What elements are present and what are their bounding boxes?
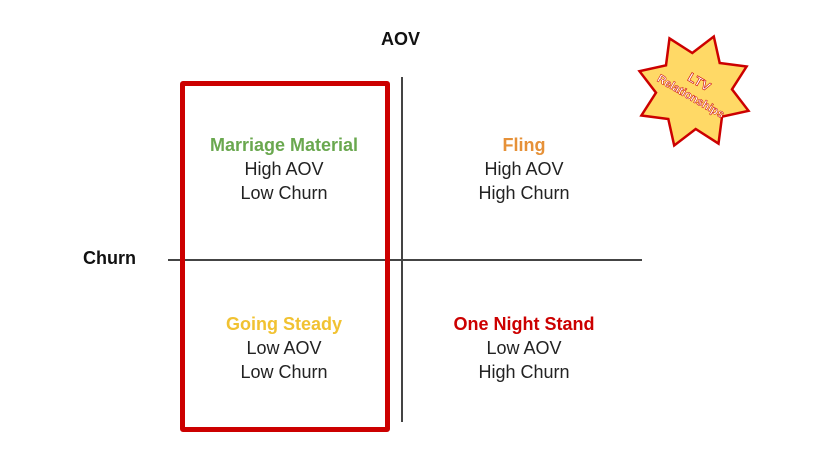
vertical-axis-line [401, 77, 403, 422]
quadrant-name: Fling [502, 135, 546, 155]
quadrant-fling: Fling High AOV High Churn [409, 133, 639, 205]
quadrant-aov: Low AOV [486, 338, 562, 358]
quadrant-marriage-material: Marriage Material High AOV Low Churn [169, 133, 399, 205]
quadrant-name: Marriage Material [209, 135, 359, 155]
quadrant-churn: High Churn [478, 362, 570, 382]
aov-axis-label: AOV [381, 29, 421, 49]
quadrant-name: Going Steady [225, 314, 342, 334]
star-shape [637, 34, 751, 148]
quadrant-aov: High AOV [244, 159, 324, 179]
churn-axis-label: Churn [83, 248, 136, 268]
highlight-box [180, 81, 390, 432]
quadrant-aov: High AOV [484, 159, 564, 179]
quadrant-name: One Night Stand [453, 314, 595, 334]
quadrant-churn: High Churn [478, 183, 570, 203]
quadrant-one-night-stand: One Night Stand Low AOV High Churn [409, 312, 639, 384]
star-badge-icon: LTV Relationships [637, 34, 751, 148]
quadrant-aov: Low AOV [246, 338, 322, 358]
quadrant-going-steady: Going Steady Low AOV Low Churn [169, 312, 399, 384]
quadrant-churn: Low Churn [240, 183, 328, 203]
quadrant-churn: Low Churn [240, 362, 328, 382]
horizontal-axis-line [168, 259, 642, 261]
